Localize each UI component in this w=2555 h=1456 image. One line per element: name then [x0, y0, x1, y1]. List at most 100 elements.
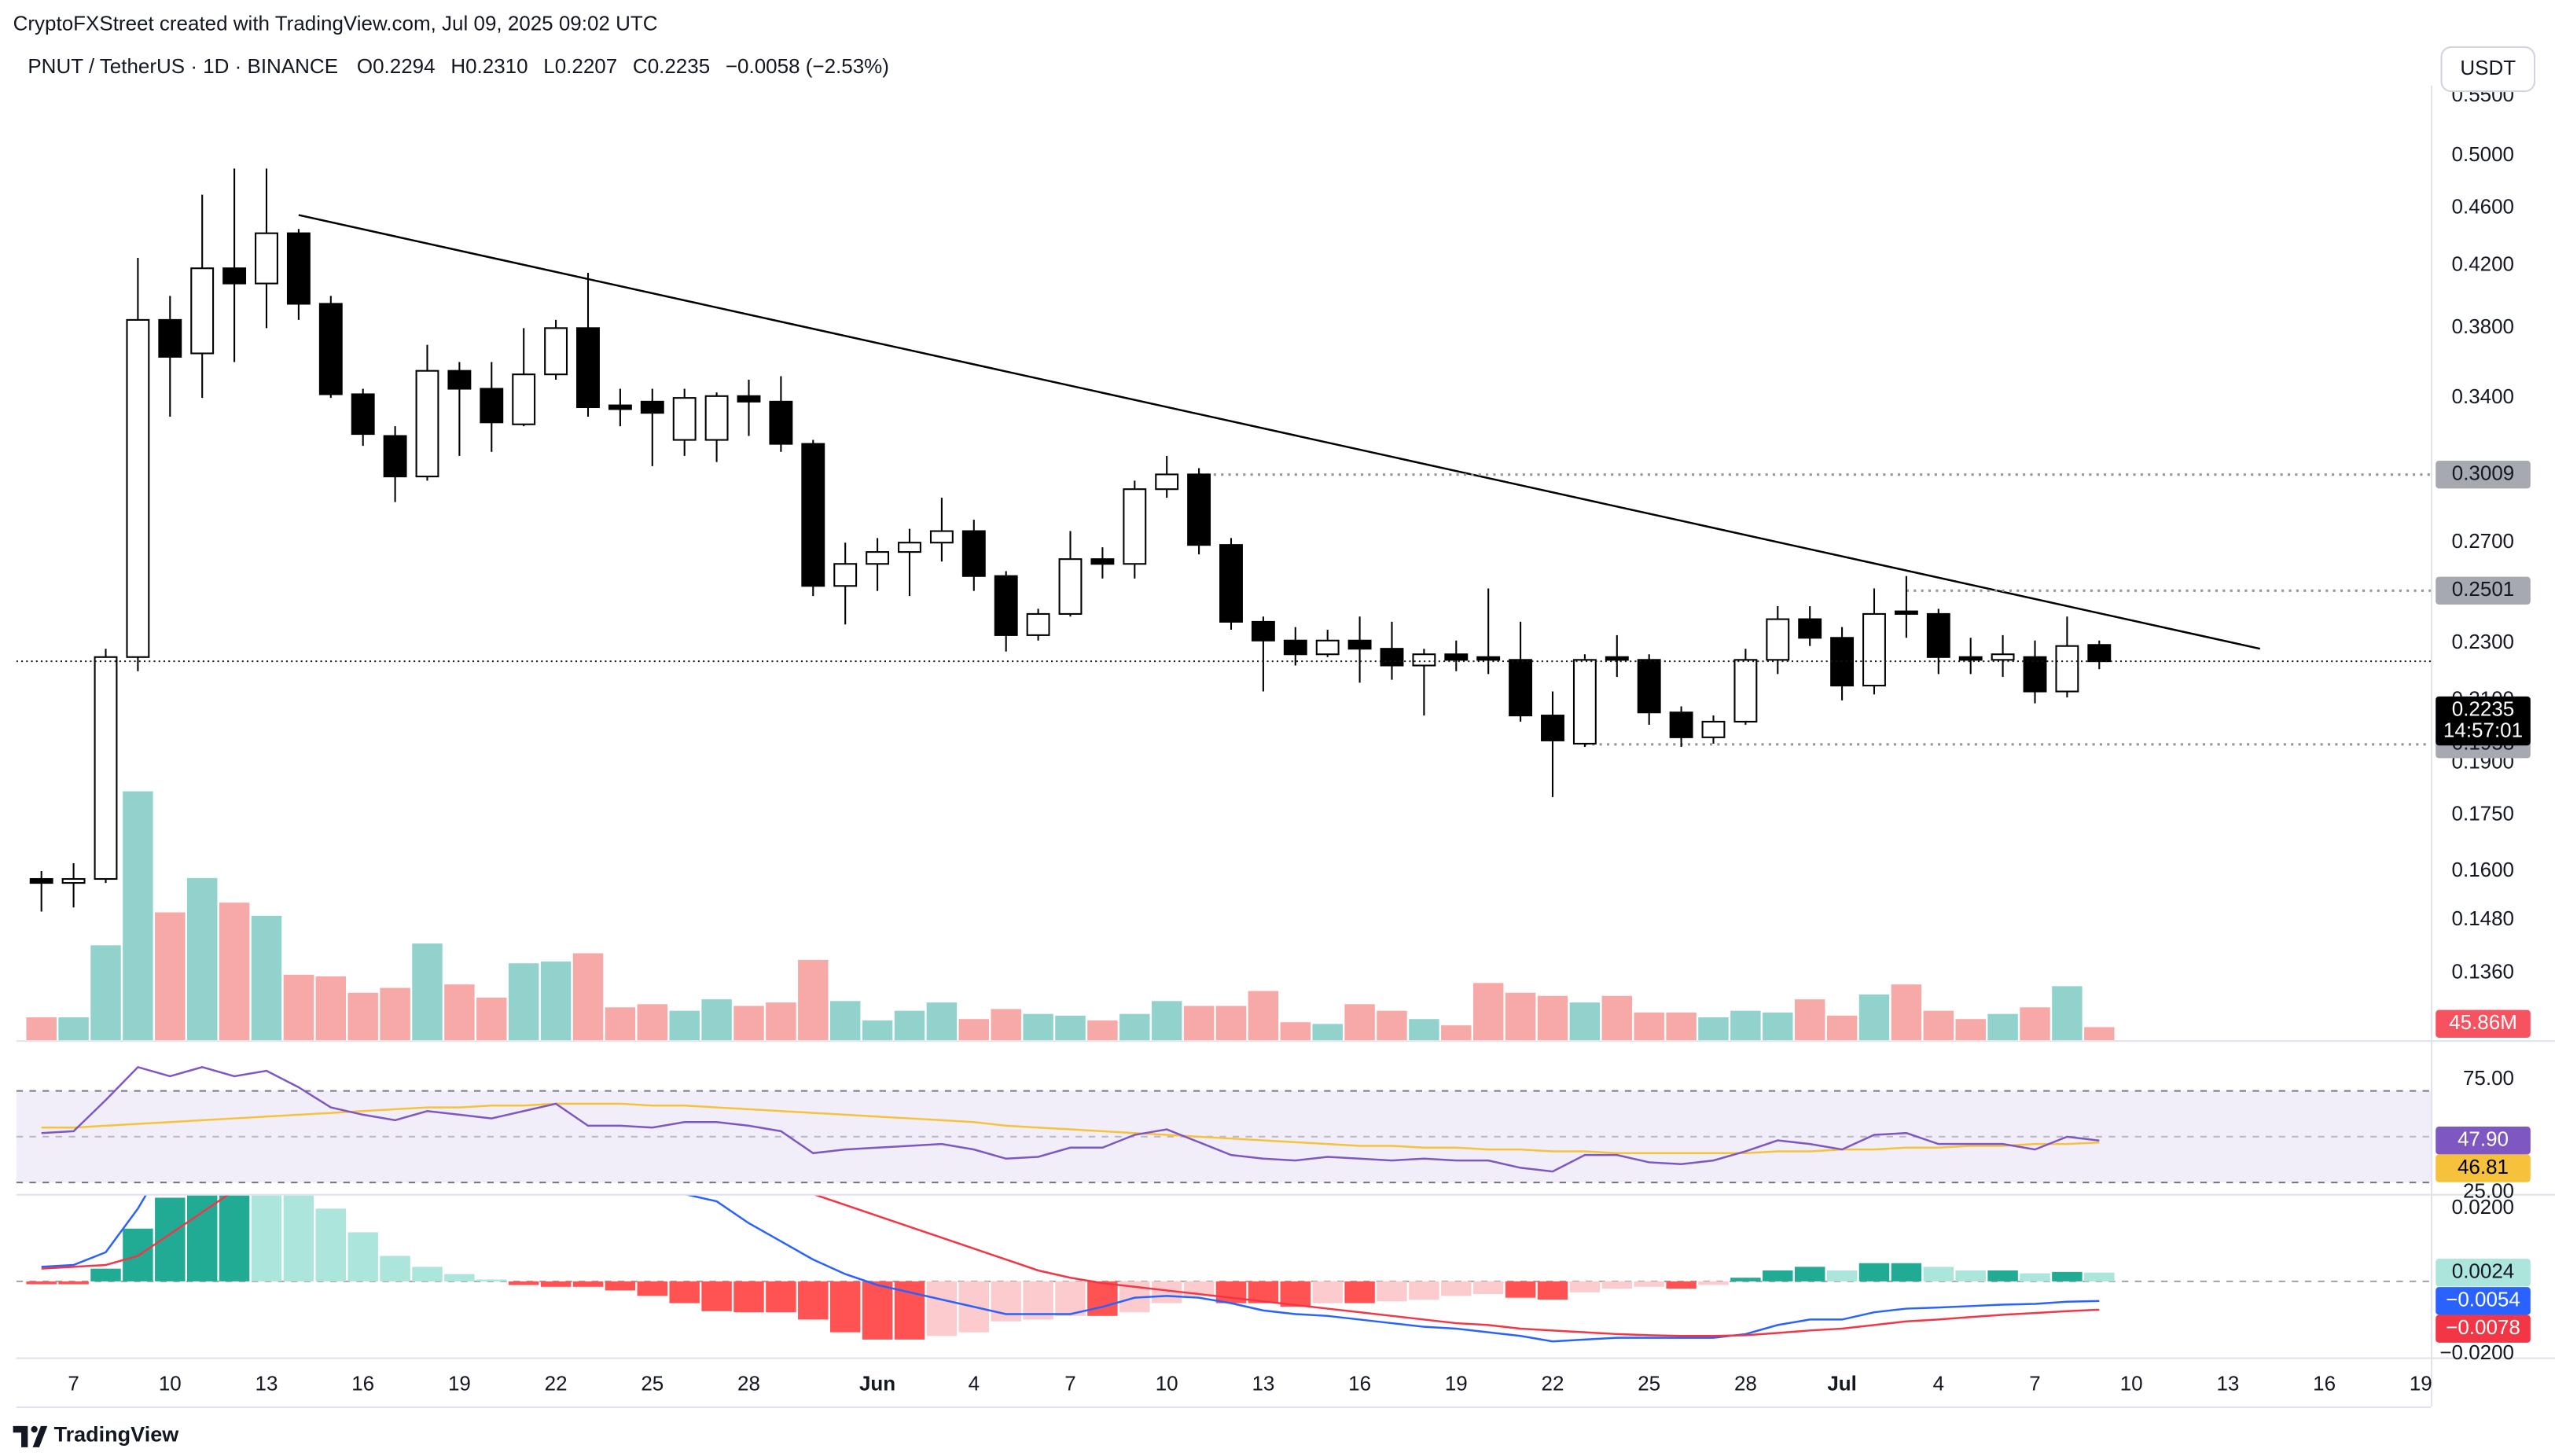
- volume-bar: [90, 945, 121, 1041]
- ohlc-value: 0.2310: [465, 54, 528, 78]
- volume-bar: [1055, 1015, 1086, 1041]
- level-label-bg: [2436, 576, 2531, 605]
- histogram-bar: [1987, 1270, 2018, 1281]
- volume-bar: [476, 997, 507, 1041]
- histogram-bar: [444, 1274, 475, 1281]
- histogram-bar: [1441, 1281, 1472, 1296]
- ohlc-key: O: [357, 54, 373, 78]
- y-tick-label: 0.1750: [2452, 801, 2514, 825]
- histogram-bar: [251, 1195, 282, 1281]
- x-tick-label: 7: [2029, 1372, 2040, 1395]
- y-tick-label: 75.00: [2463, 1066, 2514, 1090]
- price-label-extra: 14:57:01: [2443, 718, 2523, 741]
- symbol-legend: PNUT / TetherUS · 1D · BINANCE O0.2294 H…: [28, 54, 889, 78]
- x-tick-label: 10: [2120, 1372, 2143, 1395]
- x-tick-label: 25: [1638, 1372, 1660, 1395]
- histogram-value-label: 0.0024: [2452, 1259, 2514, 1283]
- y-tick-label: 0.5000: [2452, 142, 2514, 166]
- candle-body: [1090, 558, 1115, 565]
- volume-bar: [1955, 1019, 1986, 1041]
- candle-body: [255, 232, 278, 285]
- ohlc-value: 0.2235: [648, 54, 710, 78]
- candle-body: [1605, 656, 1629, 661]
- histogram-bar: [2052, 1271, 2083, 1281]
- volume-bar: [1891, 984, 1922, 1041]
- candle-body: [1926, 612, 1950, 658]
- histogram-bar: [315, 1208, 347, 1281]
- candle-body: [1862, 612, 1886, 687]
- histogram-bar: [186, 1195, 218, 1281]
- histogram-bar: [637, 1281, 668, 1296]
- volume-bar: [1826, 1015, 1858, 1041]
- macd-value-label-bg: [2436, 1314, 2531, 1343]
- ohlc-value: 0.2207: [555, 54, 617, 78]
- logo-icon: [13, 1425, 48, 1447]
- volume-bar: [958, 1019, 990, 1041]
- rsi-value-label: 47.90: [2458, 1127, 2509, 1151]
- x-tick-label: Jun: [859, 1372, 895, 1395]
- histogram-bar: [2020, 1273, 2050, 1281]
- volume-bar: [1987, 1013, 2018, 1041]
- volume-bar: [1569, 1002, 1601, 1041]
- histogram-bar: [1891, 1263, 1922, 1281]
- volume-bar: [1087, 1020, 1118, 1041]
- ohlc-value: 0.2294: [373, 54, 435, 78]
- histogram-bar: [1280, 1281, 1311, 1307]
- volume-bar: [1794, 999, 1825, 1041]
- volume-bar: [444, 984, 475, 1041]
- x-tick-label: 25: [641, 1372, 664, 1395]
- histogram-bar: [1858, 1263, 1890, 1281]
- volume-bar: [347, 992, 378, 1041]
- currency-button[interactable]: [2440, 46, 2536, 93]
- histogram-bar: [476, 1279, 507, 1281]
- y-tick-label: 0.3400: [2452, 384, 2514, 408]
- candle-body: [190, 267, 215, 355]
- level-label: 0.3009: [2452, 461, 2514, 485]
- volume-bar: [766, 1002, 796, 1041]
- volume-bar: [991, 1009, 1021, 1041]
- histogram-bar: [1569, 1281, 1601, 1292]
- histogram-bar: [347, 1232, 378, 1281]
- volume-bar: [1763, 1012, 1793, 1041]
- ohlc-key: H: [450, 54, 465, 78]
- candle-body: [640, 400, 664, 414]
- volume-label: 45.86M: [2449, 1010, 2517, 1034]
- volume-bar: [1505, 992, 1536, 1041]
- candle-body: [1509, 659, 1533, 717]
- candle-body: [1669, 711, 1693, 738]
- candle-body: [415, 370, 439, 478]
- change: −0.0058 (−2.53%): [726, 54, 889, 78]
- volume-bar: [1312, 1024, 1343, 1041]
- histogram-bar: [1763, 1270, 1793, 1281]
- histogram-bar: [1505, 1281, 1536, 1298]
- volume-bar: [1441, 1025, 1472, 1041]
- volume-bar: [283, 974, 314, 1041]
- volume-bar: [380, 987, 410, 1041]
- candle-body: [929, 530, 954, 544]
- candle-body: [1380, 648, 1404, 667]
- candle-body: [126, 318, 150, 658]
- histogram-bar: [766, 1281, 796, 1313]
- volume-bar: [2020, 1007, 2050, 1041]
- histogram-bar: [1537, 1281, 1568, 1300]
- candle-body: [1701, 720, 1726, 738]
- macd-line: [41, 1195, 2100, 1343]
- volume-bar: [637, 1004, 668, 1041]
- axes: 0.55000.50000.46000.42000.38000.34000.27…: [68, 83, 2531, 1395]
- x-tick-label: 16: [351, 1372, 374, 1395]
- rsi-line: [41, 1065, 2100, 1173]
- y-tick-label: −0.0200: [2439, 1340, 2514, 1364]
- histogram-bar: [1377, 1281, 1407, 1302]
- histogram-bar: [412, 1267, 443, 1281]
- x-tick-label: 10: [1156, 1372, 1178, 1395]
- candle-body: [351, 393, 375, 436]
- volume-bar: [1344, 1004, 1375, 1041]
- level-label-bg: [2436, 461, 2531, 489]
- volume-bar: [829, 1001, 861, 1041]
- volume-bar: [1634, 1012, 1664, 1041]
- volume-bar: [1923, 1010, 1954, 1041]
- histogram-bar: [1055, 1281, 1086, 1316]
- volume-bar: [1858, 994, 1890, 1041]
- currency-button-label[interactable]: USDT: [2460, 56, 2516, 79]
- x-tick-label: 19: [1445, 1372, 1468, 1395]
